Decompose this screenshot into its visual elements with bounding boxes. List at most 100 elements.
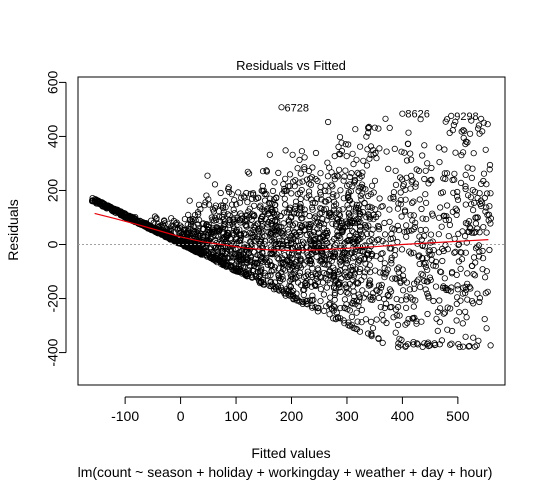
data-point	[226, 212, 233, 219]
data-point	[458, 249, 465, 256]
data-point	[440, 283, 447, 290]
data-point	[459, 149, 467, 156]
data-point	[423, 216, 430, 223]
data-point	[352, 126, 359, 133]
data-point	[412, 219, 419, 226]
data-point	[348, 227, 356, 234]
data-point	[211, 181, 219, 188]
data-point	[317, 183, 324, 190]
data-point	[410, 198, 417, 205]
data-point	[366, 155, 373, 162]
data-point	[432, 262, 439, 270]
data-point	[367, 293, 374, 300]
data-point	[285, 206, 292, 213]
data-point	[245, 208, 252, 215]
data-point	[337, 234, 344, 241]
data-point	[407, 250, 415, 257]
data-point	[308, 271, 315, 279]
data-point	[350, 324, 357, 332]
data-point	[104, 203, 111, 210]
data-point	[376, 195, 383, 202]
data-point	[174, 226, 181, 233]
x-axis-label: Fitted values	[251, 445, 330, 461]
data-point	[303, 300, 310, 307]
data-point	[279, 237, 286, 244]
data-point	[227, 254, 234, 261]
data-point	[476, 298, 483, 306]
data-point	[451, 235, 458, 242]
data-point	[267, 237, 274, 244]
data-point	[243, 222, 250, 229]
data-point	[334, 216, 341, 223]
data-point	[482, 208, 489, 215]
data-point	[269, 206, 276, 213]
data-point	[453, 317, 460, 324]
x-tick-label: 100	[224, 408, 248, 424]
data-point	[437, 190, 445, 197]
data-point	[175, 229, 182, 237]
data-point	[361, 222, 369, 229]
data-point	[349, 283, 356, 290]
data-point	[486, 203, 493, 210]
data-point	[216, 217, 223, 224]
data-point	[248, 195, 256, 202]
data-point	[463, 314, 470, 321]
data-point	[475, 253, 483, 260]
data-point	[195, 228, 202, 235]
data-point	[244, 212, 251, 219]
data-point	[464, 164, 471, 171]
data-point	[194, 231, 201, 238]
data-point	[336, 267, 344, 274]
data-point	[312, 213, 319, 220]
data-point	[226, 247, 233, 254]
data-point	[330, 264, 337, 271]
data-point	[472, 220, 479, 227]
data-point	[396, 312, 403, 319]
data-point	[352, 208, 359, 215]
data-point	[188, 244, 195, 251]
data-point	[231, 267, 238, 274]
data-point	[401, 208, 409, 215]
data-point	[404, 319, 411, 326]
data-point	[388, 303, 395, 311]
data-point	[454, 188, 461, 196]
data-point	[482, 290, 489, 297]
data-point	[247, 254, 254, 261]
data-point	[221, 222, 228, 229]
data-point	[98, 199, 105, 206]
data-point	[325, 261, 332, 268]
data-point	[412, 180, 419, 187]
data-point	[349, 255, 357, 262]
data-point	[263, 168, 270, 175]
data-point	[394, 303, 402, 311]
data-point	[258, 266, 265, 273]
data-point	[418, 236, 425, 243]
data-point	[366, 247, 373, 254]
data-point	[271, 264, 278, 271]
data-point	[269, 208, 276, 216]
data-point	[296, 203, 303, 210]
data-point	[426, 274, 433, 281]
data-point	[213, 244, 220, 251]
data-point	[358, 196, 365, 203]
data-point	[309, 199, 316, 207]
data-point	[402, 304, 410, 311]
data-point	[213, 246, 220, 253]
data-point	[375, 236, 382, 243]
data-point	[379, 339, 386, 346]
data-point	[324, 159, 331, 166]
data-point	[293, 295, 300, 302]
data-point	[461, 233, 469, 240]
data-point	[289, 222, 297, 229]
data-point	[256, 272, 263, 279]
data-point	[360, 185, 367, 192]
data-point	[462, 201, 469, 208]
data-point	[453, 271, 460, 278]
data-point	[257, 239, 265, 246]
data-point	[261, 197, 269, 204]
data-point	[362, 316, 369, 323]
data-point	[230, 206, 237, 213]
data-point	[199, 236, 206, 244]
data-point	[364, 129, 372, 136]
